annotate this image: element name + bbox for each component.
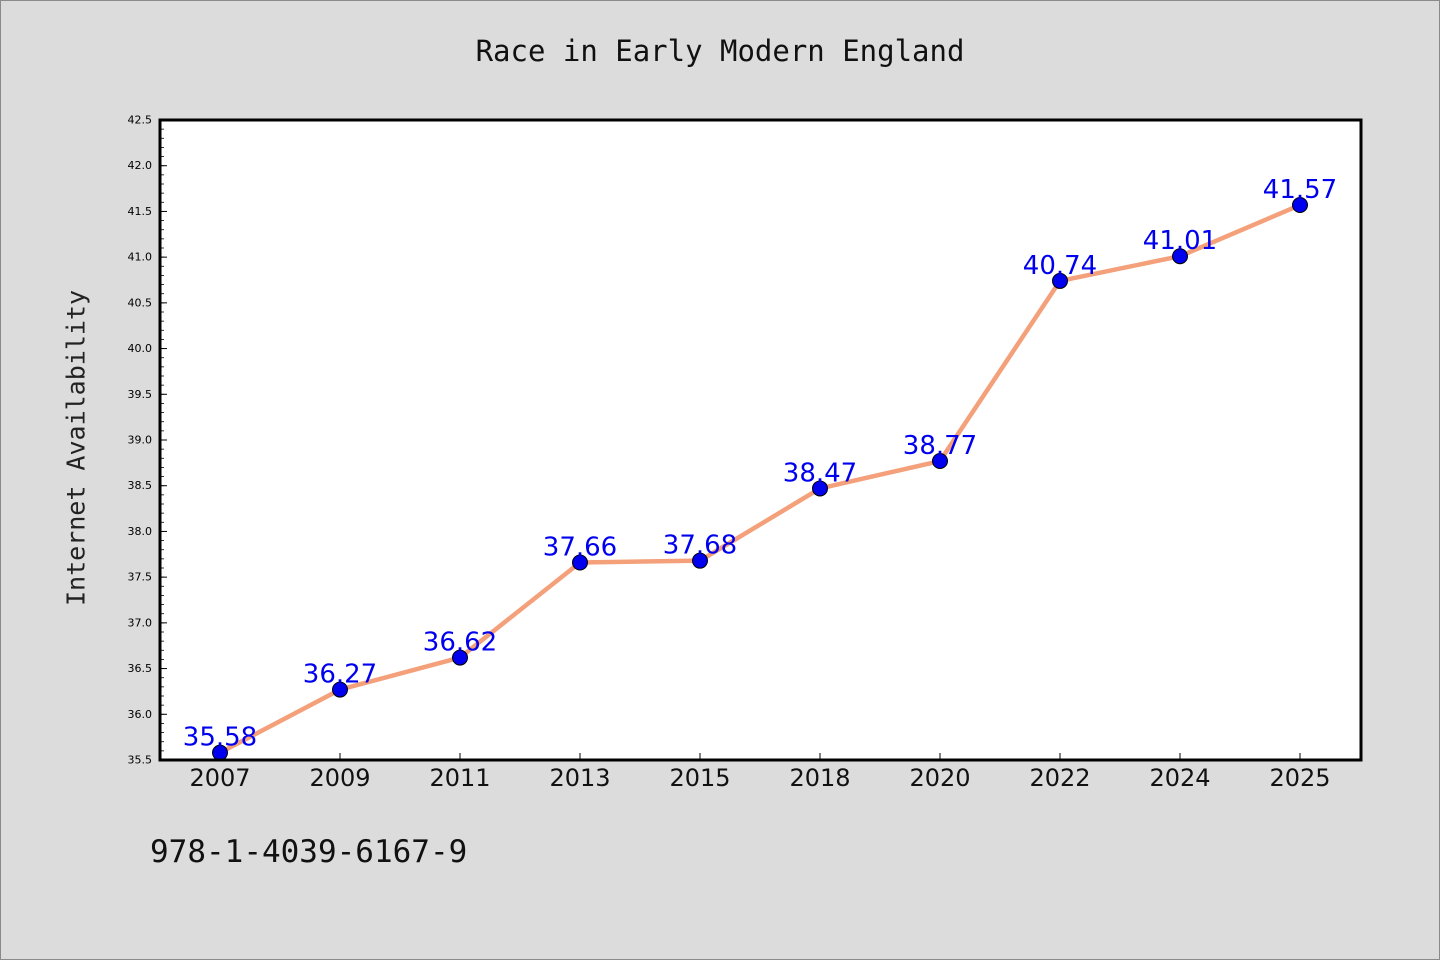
data-point	[572, 554, 588, 571]
x-tick-label: 2007	[189, 764, 250, 792]
series-line	[217, 202, 1303, 755]
chart-title: Race in Early Modern England	[475, 34, 965, 68]
y-tick-label: 38.5	[128, 479, 153, 492]
data-label: 41.01	[1143, 226, 1217, 256]
x-tick-label: 2009	[309, 764, 370, 792]
y-tick-label: 35.5	[128, 754, 153, 767]
x-tick-label: 2018	[789, 764, 850, 792]
y-tick-label: 39.5	[128, 388, 153, 401]
y-tick-label: 39.0	[128, 434, 153, 447]
data-point	[1172, 248, 1188, 265]
data-label: 36.62	[423, 628, 497, 658]
data-label: 37.66	[543, 533, 617, 563]
data-point	[932, 453, 948, 470]
data-label: 35.58	[183, 723, 257, 753]
x-tick-label: 2025	[1269, 764, 1330, 792]
y-tick-label: 41.0	[128, 251, 153, 264]
data-labels: 35.58 36.27 36.62 37.66 37.68 38.47 38.77 40.74…	[183, 175, 1337, 753]
plot-frame	[158, 118, 1363, 762]
data-point	[1052, 272, 1068, 289]
data-point	[1292, 197, 1308, 214]
data-point	[812, 480, 828, 497]
data-point	[452, 649, 468, 666]
x-axis-ticks: 2007 2009 2011 2013 2015 2018 2020 2022 2024 2025	[189, 753, 1331, 792]
y-tick-label: 40.0	[128, 342, 153, 355]
x-tick-label: 2024	[1149, 764, 1210, 792]
y-tick-label: 42.5	[128, 114, 153, 127]
x-tick-label: 2020	[909, 764, 970, 792]
data-label: 38.47	[783, 458, 857, 488]
y-tick-label: 42.0	[128, 159, 153, 172]
plot-area	[160, 120, 1361, 760]
x-tick-label: 2022	[1029, 764, 1090, 792]
data-label: 37.68	[663, 531, 737, 561]
data-label: 36.27	[303, 660, 377, 690]
data-point	[332, 681, 348, 698]
y-tick-label: 37.0	[128, 616, 153, 629]
y-tick-label: 36.5	[128, 662, 153, 675]
y-tick-label: 41.5	[128, 205, 153, 218]
y-tick-label: 40.5	[128, 296, 153, 309]
data-label: 41.57	[1263, 175, 1337, 205]
y-tick-label: 37.5	[128, 571, 153, 584]
x-tick-label: 2015	[669, 764, 730, 792]
x-tick-label: 2013	[549, 764, 610, 792]
data-label: 40.74	[1023, 251, 1097, 281]
data-label: 38.77	[903, 431, 977, 461]
series-group	[212, 197, 1308, 761]
x-tick-label: 2011	[429, 764, 490, 792]
y-tick-label: 38.0	[128, 525, 153, 538]
y-axis-ticks: 35.5 36.0 36.5 37.0 37.5 38.0 38.5 39.0 39.5 40.0…	[128, 114, 167, 767]
y-tick-label: 36.0	[128, 708, 153, 721]
isbn-code: 978-1-4039-6167-9	[150, 834, 468, 870]
data-point	[692, 552, 708, 569]
